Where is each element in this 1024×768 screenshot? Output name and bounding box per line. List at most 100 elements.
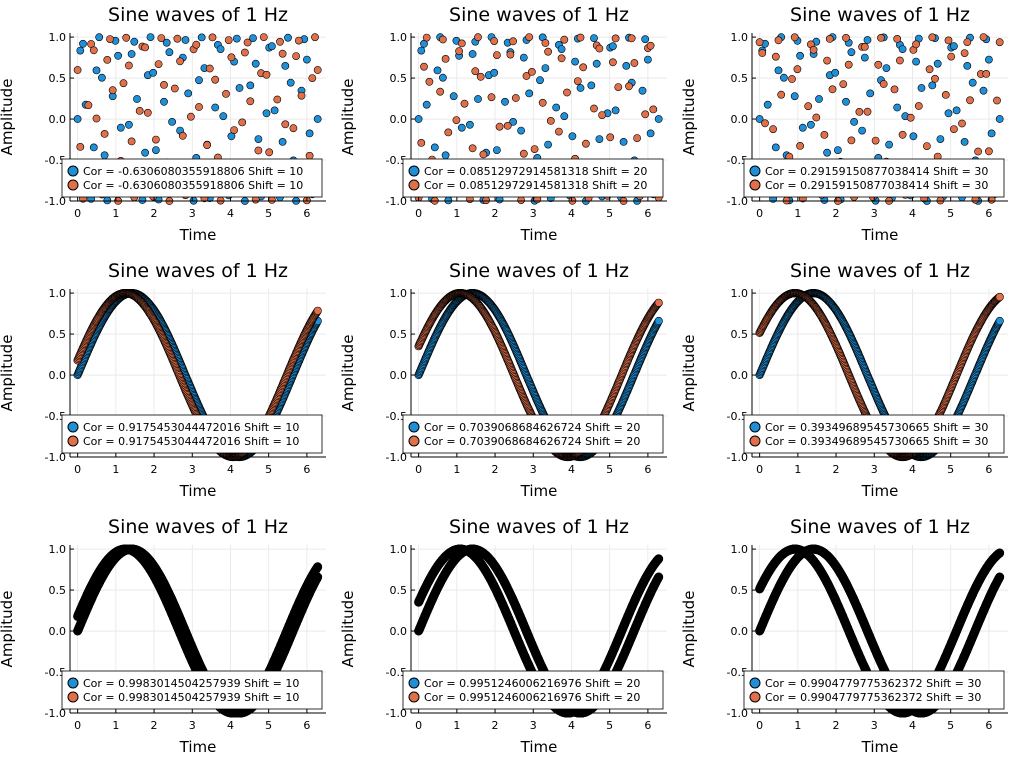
data-point (560, 112, 569, 121)
y-tick-label: 1.0 (390, 287, 408, 300)
data-point (178, 131, 187, 140)
x-tick-label: 5 (947, 463, 954, 476)
data-point (114, 51, 122, 60)
data-point (511, 94, 520, 102)
data-point (831, 68, 840, 77)
data-point (866, 89, 875, 98)
data-point (906, 113, 915, 122)
legend-marker (67, 165, 79, 177)
data-point (858, 126, 866, 135)
x-tick-label: 4 (568, 207, 575, 220)
x-tick-label: 1 (453, 207, 460, 220)
data-point (281, 62, 290, 70)
data-point (985, 147, 993, 156)
subplot: Sine waves of 1 Hz0 1 2 3 4 5 6-1.0-0.50.00.51… (0, 516, 326, 756)
data-point (490, 68, 499, 77)
data-point (979, 33, 988, 41)
data-point (506, 50, 515, 59)
data-point (433, 66, 442, 75)
data-point (644, 55, 652, 64)
data-point (928, 33, 937, 42)
data-point (893, 35, 902, 43)
y-tick-label: 0.0 (49, 113, 67, 126)
data-point (850, 118, 858, 126)
data-point (641, 110, 650, 119)
x-axis-label: Time (861, 482, 899, 500)
y-axis-label: Amplitude (339, 335, 357, 412)
data-point (133, 95, 141, 103)
y-tick-label: 1.0 (49, 31, 67, 44)
data-point (790, 92, 799, 101)
data-point (609, 42, 617, 51)
data-point (995, 292, 1004, 302)
data-point (863, 107, 872, 116)
data-point (557, 45, 566, 53)
data-point (227, 53, 236, 62)
data-point (168, 118, 176, 126)
data-point (546, 117, 555, 125)
data-point (979, 86, 988, 95)
data-point (611, 34, 620, 43)
data-point (560, 35, 569, 44)
data-point (963, 38, 972, 46)
y-tick-label: 0.5 (390, 72, 408, 85)
data-point (495, 122, 504, 131)
data-point (630, 59, 639, 67)
data-point (452, 116, 461, 124)
data-point (224, 36, 233, 44)
data-point (430, 143, 439, 152)
y-tick-label: 0.5 (49, 328, 67, 341)
data-point (165, 48, 174, 57)
data-point (590, 104, 598, 113)
data-point (879, 80, 888, 88)
plot-title: Sine waves of 1 Hz (790, 260, 970, 282)
data-point (925, 65, 934, 74)
data-point (211, 75, 220, 84)
data-point (265, 148, 274, 157)
x-tick-label: 5 (606, 463, 613, 476)
x-tick-label: 6 (303, 207, 310, 220)
data-point (893, 103, 902, 112)
data-point (157, 34, 166, 42)
data-point (89, 143, 98, 152)
data-point (122, 33, 131, 42)
legend-marker (408, 435, 420, 447)
data-point (595, 135, 604, 143)
data-point (276, 37, 284, 46)
data-point (138, 196, 147, 204)
data-point (302, 55, 311, 64)
y-tick-label: 0.0 (731, 369, 749, 382)
data-point (960, 137, 969, 146)
data-point (823, 148, 831, 157)
y-tick-label: 1.0 (731, 287, 749, 300)
data-point (563, 88, 571, 97)
data-point (249, 34, 257, 42)
y-tick-label: 1.0 (731, 31, 749, 44)
data-point (649, 105, 658, 114)
data-point (993, 96, 1001, 105)
y-tick-label: 1.0 (390, 31, 408, 44)
data-point (487, 93, 496, 102)
data-point (278, 137, 287, 146)
data-point (536, 76, 544, 85)
data-point (311, 33, 319, 42)
data-point (176, 57, 184, 66)
data-point (528, 68, 536, 76)
data-point (812, 113, 821, 122)
data-point (960, 49, 969, 57)
data-point (638, 86, 647, 95)
data-point (863, 36, 872, 44)
data-point (842, 97, 850, 106)
x-tick-label: 2 (151, 463, 158, 476)
data-point (222, 90, 230, 98)
subplot: Sine waves of 1 Hz0 1 2 3 4 5 6-1.0-0.50.00.51… (339, 260, 667, 500)
data-point (931, 74, 939, 83)
data-point (963, 62, 972, 70)
data-point (552, 103, 561, 112)
legend-label: Cor = -0.6306080355918806 Shift = 10 (83, 179, 303, 192)
x-tick-label: 1 (112, 207, 119, 220)
data-point (471, 67, 480, 76)
data-point (995, 316, 1004, 326)
legend-label: Cor = 0.7039068684626724 Shift = 20 (424, 435, 640, 448)
